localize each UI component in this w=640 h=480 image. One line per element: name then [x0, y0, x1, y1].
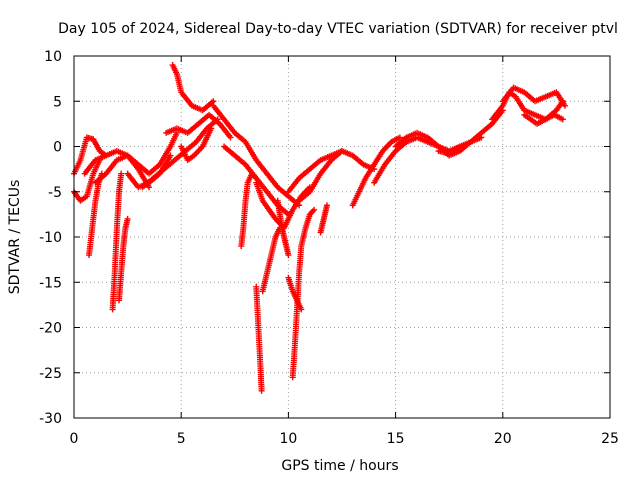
y-tick-label: 10	[44, 49, 62, 65]
data-point	[323, 202, 330, 209]
y-tick-label: -30	[39, 411, 62, 427]
y-tick-label: 5	[53, 94, 62, 110]
series-arc24	[317, 202, 330, 236]
series-arc19	[274, 197, 292, 259]
series-arc1	[71, 134, 110, 177]
data-point	[339, 148, 345, 155]
data-point	[396, 134, 403, 141]
data-point	[227, 134, 234, 141]
y-tick-label: 0	[53, 140, 62, 156]
series-arc3	[86, 170, 105, 259]
data-point	[285, 252, 292, 259]
data-point	[208, 125, 215, 132]
series-arc27	[392, 129, 485, 159]
series-arc31	[521, 111, 566, 127]
axis-ticks: 0 5 10 15 20 25 -30 -25 -20 -15 -10 -5 0 5 10	[39, 49, 619, 447]
series-arc23	[296, 148, 345, 204]
data-point	[167, 152, 174, 159]
series-arc15	[238, 170, 260, 250]
grid	[74, 56, 610, 418]
y-tick-label: -5	[48, 185, 62, 201]
data-point	[298, 306, 305, 313]
data-point	[561, 102, 568, 109]
series-arc6	[109, 170, 125, 313]
y-tick-label: -20	[39, 321, 62, 337]
series-arc20	[289, 206, 318, 381]
x-tick-label: 10	[279, 431, 297, 447]
series-arc21	[285, 274, 305, 313]
series-arc7	[116, 215, 131, 304]
y-axis-title: SDTVAR / TECUs	[7, 180, 23, 295]
series-arc30	[499, 84, 568, 109]
series-arc16	[253, 283, 265, 394]
series-arc13	[210, 102, 303, 209]
data-point	[311, 206, 318, 213]
series-arc25	[349, 134, 403, 209]
x-tick-label: 0	[70, 431, 79, 447]
y-tick-label: -10	[39, 230, 62, 246]
y-tick-label: -25	[39, 366, 62, 382]
y-tick-label: -15	[39, 275, 62, 291]
series-arc12	[178, 125, 215, 164]
x-tick-label: 25	[601, 431, 619, 447]
series-arc11	[169, 62, 217, 114]
data-point	[258, 387, 265, 394]
data-points	[71, 62, 568, 394]
data-point	[559, 116, 566, 123]
x-tick-label: 5	[177, 431, 186, 447]
x-tick-label: 20	[494, 431, 512, 447]
series-arc17	[259, 224, 283, 295]
chart-title: Day 105 of 2024, Sidereal Day-to-day VTE…	[58, 21, 618, 37]
data-point	[124, 215, 131, 222]
x-tick-label: 15	[387, 431, 405, 447]
series-arc10	[163, 111, 234, 141]
data-point	[118, 170, 125, 177]
series-arc28	[435, 107, 506, 157]
x-axis-title: GPS time / hours	[281, 458, 398, 474]
